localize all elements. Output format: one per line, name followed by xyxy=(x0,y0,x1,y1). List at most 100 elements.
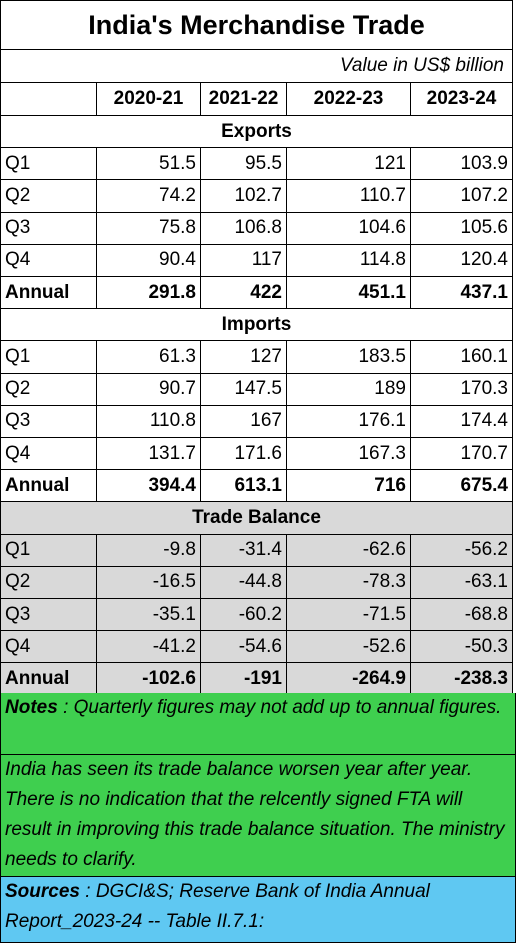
value-cell: -71.5 xyxy=(287,599,411,632)
notes-text: : Quarterly figures may not add up to an… xyxy=(57,697,502,718)
value-cell: -238.3 xyxy=(411,663,513,696)
value-cell: 90.4 xyxy=(97,244,201,277)
value-cell: -44.8 xyxy=(201,566,287,599)
comment-text: India has seen its trade balance worsen … xyxy=(5,759,505,870)
row-label: Q4 xyxy=(0,438,97,471)
value-cell: 131.7 xyxy=(97,438,201,471)
row-label: Annual xyxy=(0,470,97,503)
row-label: Annual xyxy=(0,277,97,310)
value-cell: -60.2 xyxy=(201,599,287,632)
value-cell: 176.1 xyxy=(287,405,411,438)
row-label: Q4 xyxy=(0,631,97,664)
title-row: India's Merchandise Trade xyxy=(0,0,516,50)
value-cell: 110.7 xyxy=(287,180,411,213)
header-corner xyxy=(0,83,97,116)
value-cell: 291.8 xyxy=(97,277,201,310)
row-label: Q3 xyxy=(0,405,97,438)
value-cell: -50.3 xyxy=(411,631,513,664)
value-cell: -41.2 xyxy=(97,631,201,664)
section-title: Exports xyxy=(0,116,513,149)
notes-box: Notes : Quarterly figures may not add up… xyxy=(0,693,516,755)
value-cell: -16.5 xyxy=(97,566,201,599)
value-cell: 127 xyxy=(201,341,287,374)
value-cell: -78.3 xyxy=(287,566,411,599)
annual-row: Annual 291.8 422 451.1 437.1 xyxy=(0,277,516,310)
value-cell: 104.6 xyxy=(287,212,411,245)
table-title: India's Merchandise Trade xyxy=(0,0,513,50)
table-row: Q1 61.3 127 183.5 160.1 xyxy=(0,341,516,374)
value-cell: 90.7 xyxy=(97,373,201,406)
table-row: Q3 110.8 167 176.1 174.4 xyxy=(0,405,516,438)
row-label: Q2 xyxy=(0,180,97,213)
sources-label: Sources xyxy=(5,881,80,902)
value-cell: -264.9 xyxy=(287,663,411,696)
value-cell: 170.7 xyxy=(411,438,513,471)
value-cell: -62.6 xyxy=(287,534,411,567)
header-year: 2021-22 xyxy=(201,83,287,116)
value-cell: 394.4 xyxy=(97,470,201,503)
value-cell: 451.1 xyxy=(287,277,411,310)
value-cell: 183.5 xyxy=(287,341,411,374)
table-row: Q4 90.4 117 114.8 120.4 xyxy=(0,244,516,277)
value-cell: 422 xyxy=(201,277,287,310)
row-label: Q1 xyxy=(0,341,97,374)
table-row: Q1 -9.8 -31.4 -62.6 -56.2 xyxy=(0,534,516,567)
sources-text: : DGCI&S; Reserve Bank of India Annual R… xyxy=(5,881,430,932)
value-cell: 117 xyxy=(201,244,287,277)
value-cell: 107.2 xyxy=(411,180,513,213)
value-cell: 114.8 xyxy=(287,244,411,277)
row-label: Q2 xyxy=(0,373,97,406)
value-cell: 103.9 xyxy=(411,148,513,181)
value-cell: 160.1 xyxy=(411,341,513,374)
value-cell: 147.5 xyxy=(201,373,287,406)
header-year: 2023-24 xyxy=(411,83,513,116)
value-cell: -191 xyxy=(201,663,287,696)
section-title: Trade Balance xyxy=(0,502,513,535)
table-row: Q1 51.5 95.5 121 103.9 xyxy=(0,148,516,181)
annual-row: Annual 394.4 613.1 716 675.4 xyxy=(0,470,516,503)
sources-box: Sources : DGCI&S; Reserve Bank of India … xyxy=(0,877,516,943)
value-cell: 174.4 xyxy=(411,405,513,438)
value-cell: 167.3 xyxy=(287,438,411,471)
value-cell: -52.6 xyxy=(287,631,411,664)
unit-note: Value in US$ billion xyxy=(0,50,513,83)
notes-label: Notes xyxy=(5,697,58,718)
value-cell: 167 xyxy=(201,405,287,438)
value-cell: 105.6 xyxy=(411,212,513,245)
value-cell: 171.6 xyxy=(201,438,287,471)
section-row: Imports xyxy=(0,309,516,342)
header-year: 2022-23 xyxy=(287,83,411,116)
value-cell: -56.2 xyxy=(411,534,513,567)
value-cell: -35.1 xyxy=(97,599,201,632)
value-cell: 613.1 xyxy=(201,470,287,503)
value-cell: -54.6 xyxy=(201,631,287,664)
value-cell: 121 xyxy=(287,148,411,181)
value-cell: 716 xyxy=(287,470,411,503)
value-cell: 102.7 xyxy=(201,180,287,213)
table-row: Q2 -16.5 -44.8 -78.3 -63.1 xyxy=(0,566,516,599)
value-cell: 110.8 xyxy=(97,405,201,438)
value-cell: 189 xyxy=(287,373,411,406)
value-cell: 75.8 xyxy=(97,212,201,245)
table-row: Q3 75.8 106.8 104.6 105.6 xyxy=(0,212,516,245)
value-cell: 51.5 xyxy=(97,148,201,181)
value-cell: 437.1 xyxy=(411,277,513,310)
annual-row: Annual -102.6 -191 -264.9 -238.3 xyxy=(0,663,516,696)
row-label: Q4 xyxy=(0,244,97,277)
table-row: Q3 -35.1 -60.2 -71.5 -68.8 xyxy=(0,599,516,632)
table-row: Q4 -41.2 -54.6 -52.6 -50.3 xyxy=(0,631,516,664)
value-cell: 675.4 xyxy=(411,470,513,503)
value-cell: -63.1 xyxy=(411,566,513,599)
value-cell: -68.8 xyxy=(411,599,513,632)
value-cell: -31.4 xyxy=(201,534,287,567)
row-label: Q2 xyxy=(0,566,97,599)
unit-row: Value in US$ billion xyxy=(0,50,516,83)
table-row: Q2 90.7 147.5 189 170.3 xyxy=(0,373,516,406)
row-label: Annual xyxy=(0,663,97,696)
value-cell: 120.4 xyxy=(411,244,513,277)
row-label: Q1 xyxy=(0,534,97,567)
header-row: 2020-21 2021-22 2022-23 2023-24 xyxy=(0,83,516,116)
row-label: Q3 xyxy=(0,599,97,632)
section-title: Imports xyxy=(0,309,513,342)
